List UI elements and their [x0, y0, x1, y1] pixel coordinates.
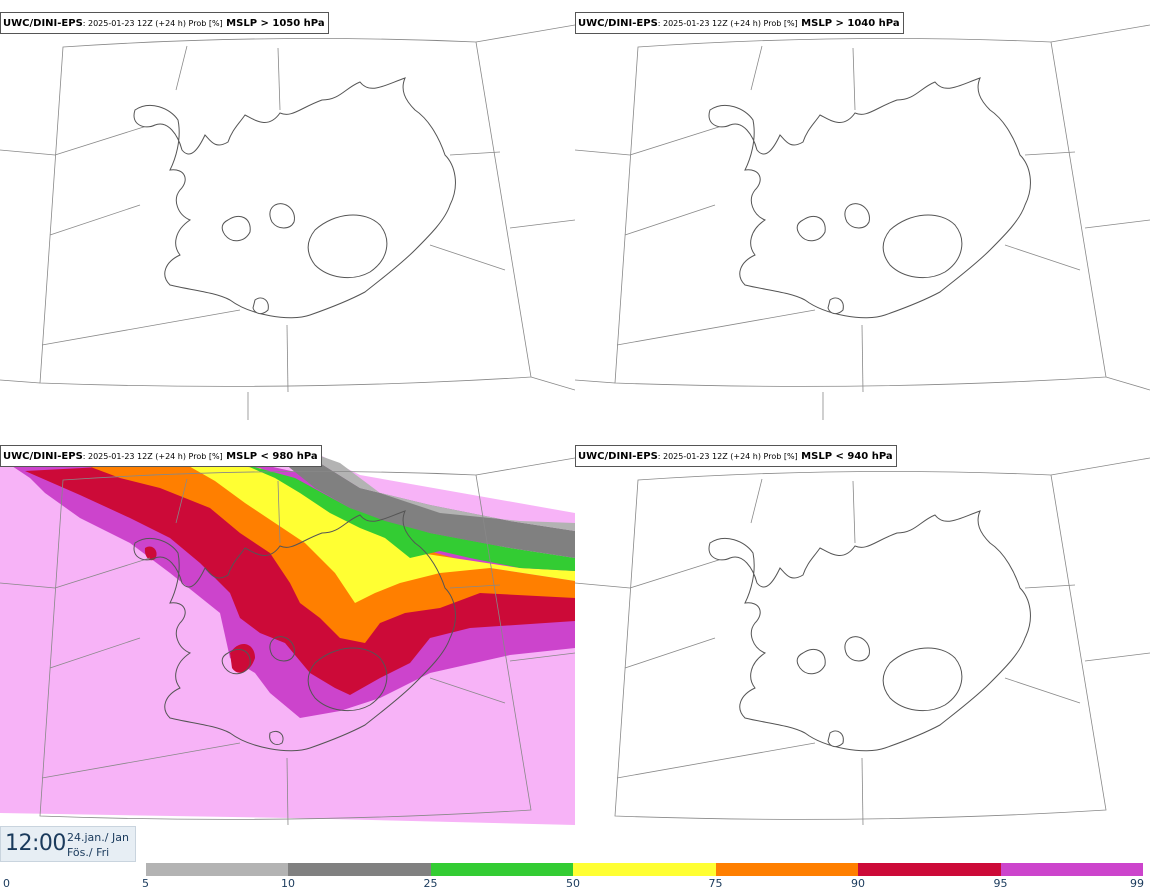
map-panel-mslp-lt-940: UWC/DINI-EPS: 2025-01-23 12Z (+24 h) Pro…	[575, 433, 1150, 833]
colorbar-label: 99	[1130, 877, 1144, 890]
colorbar-segment-5-10	[145, 863, 288, 876]
map-canvas	[575, 24, 1150, 420]
iceland-coastline	[708, 510, 1031, 752]
colorbar-label: 50	[566, 877, 580, 890]
colorbar-label: 25	[423, 877, 438, 890]
map-grid	[0, 457, 575, 826]
probability-fill	[0, 445, 575, 825]
run-info: : 2025-01-23 12Z (+24 h) Prob [%]	[82, 19, 223, 28]
colorbar-segment-90-95	[858, 863, 1001, 876]
panel-title: UWC/DINI-EPS: 2025-01-23 12Z (+24 h) Pro…	[0, 445, 322, 467]
run-info: : 2025-01-23 12Z (+24 h) Prob [%]	[657, 452, 798, 461]
colorbar-segment-10-25	[288, 863, 431, 876]
model-name: UWC/DINI-EPS	[3, 451, 83, 462]
map-canvas	[575, 457, 1150, 826]
iceland-coastline	[708, 77, 1031, 319]
map-panel-mslp-gt-1050: UWC/DINI-EPS: 2025-01-23 12Z (+24 h) Pro…	[0, 0, 575, 432]
colorbar-label: 5	[142, 877, 149, 890]
colorbar-segment-95-99	[1000, 863, 1143, 876]
variable-label: MSLP < 940 hPa	[797, 451, 893, 462]
map-grid	[575, 24, 1150, 420]
probability-colorbar: 0 5 10 25 50 75 90 95 99	[0, 862, 1150, 891]
model-name: UWC/DINI-EPS	[3, 18, 83, 29]
map-grid	[575, 457, 1150, 826]
panel-title: UWC/DINI-EPS: 2025-01-23 12Z (+24 h) Pro…	[0, 12, 329, 34]
colorbar-label: 95	[993, 877, 1008, 890]
panel-title: UWC/DINI-EPS: 2025-01-23 12Z (+24 h) Pro…	[575, 445, 897, 467]
valid-date: 24.jan./ Jan	[67, 831, 129, 844]
variable-label: MSLP > 1050 hPa	[222, 18, 325, 29]
valid-time: 12:00	[5, 831, 66, 856]
model-name: UWC/DINI-EPS	[578, 451, 658, 462]
map-panel-mslp-gt-1040: UWC/DINI-EPS: 2025-01-23 12Z (+24 h) Pro…	[575, 0, 1150, 432]
colorbar-label: 0	[3, 877, 10, 890]
run-info: : 2025-01-23 12Z (+24 h) Prob [%]	[657, 19, 798, 28]
iceland-coastline	[133, 510, 456, 752]
map-grid	[0, 24, 575, 420]
variable-label: MSLP < 980 hPa	[222, 451, 318, 462]
colorbar-label: 10	[281, 877, 295, 890]
colorbar-label: 90	[851, 877, 865, 890]
map-canvas	[0, 445, 575, 826]
model-name: UWC/DINI-EPS	[578, 18, 658, 29]
colorbar-segment-75-90	[715, 863, 858, 876]
colorbar-segment-50-75	[573, 863, 716, 876]
colorbar-label: 75	[708, 877, 723, 890]
map-canvas	[0, 24, 575, 420]
valid-time-box: 12:00 24.jan./ Jan Fös./ Fri	[0, 826, 136, 862]
panel-title: UWC/DINI-EPS: 2025-01-23 12Z (+24 h) Pro…	[575, 12, 904, 34]
variable-label: MSLP > 1040 hPa	[797, 18, 900, 29]
colorbar-segment-25-50	[430, 863, 573, 876]
iceland-coastline	[133, 77, 456, 319]
run-info: : 2025-01-23 12Z (+24 h) Prob [%]	[82, 452, 223, 461]
valid-weekday: Fös./ Fri	[67, 846, 110, 859]
map-panel-mslp-lt-980: UWC/DINI-EPS: 2025-01-23 12Z (+24 h) Pro…	[0, 433, 575, 833]
